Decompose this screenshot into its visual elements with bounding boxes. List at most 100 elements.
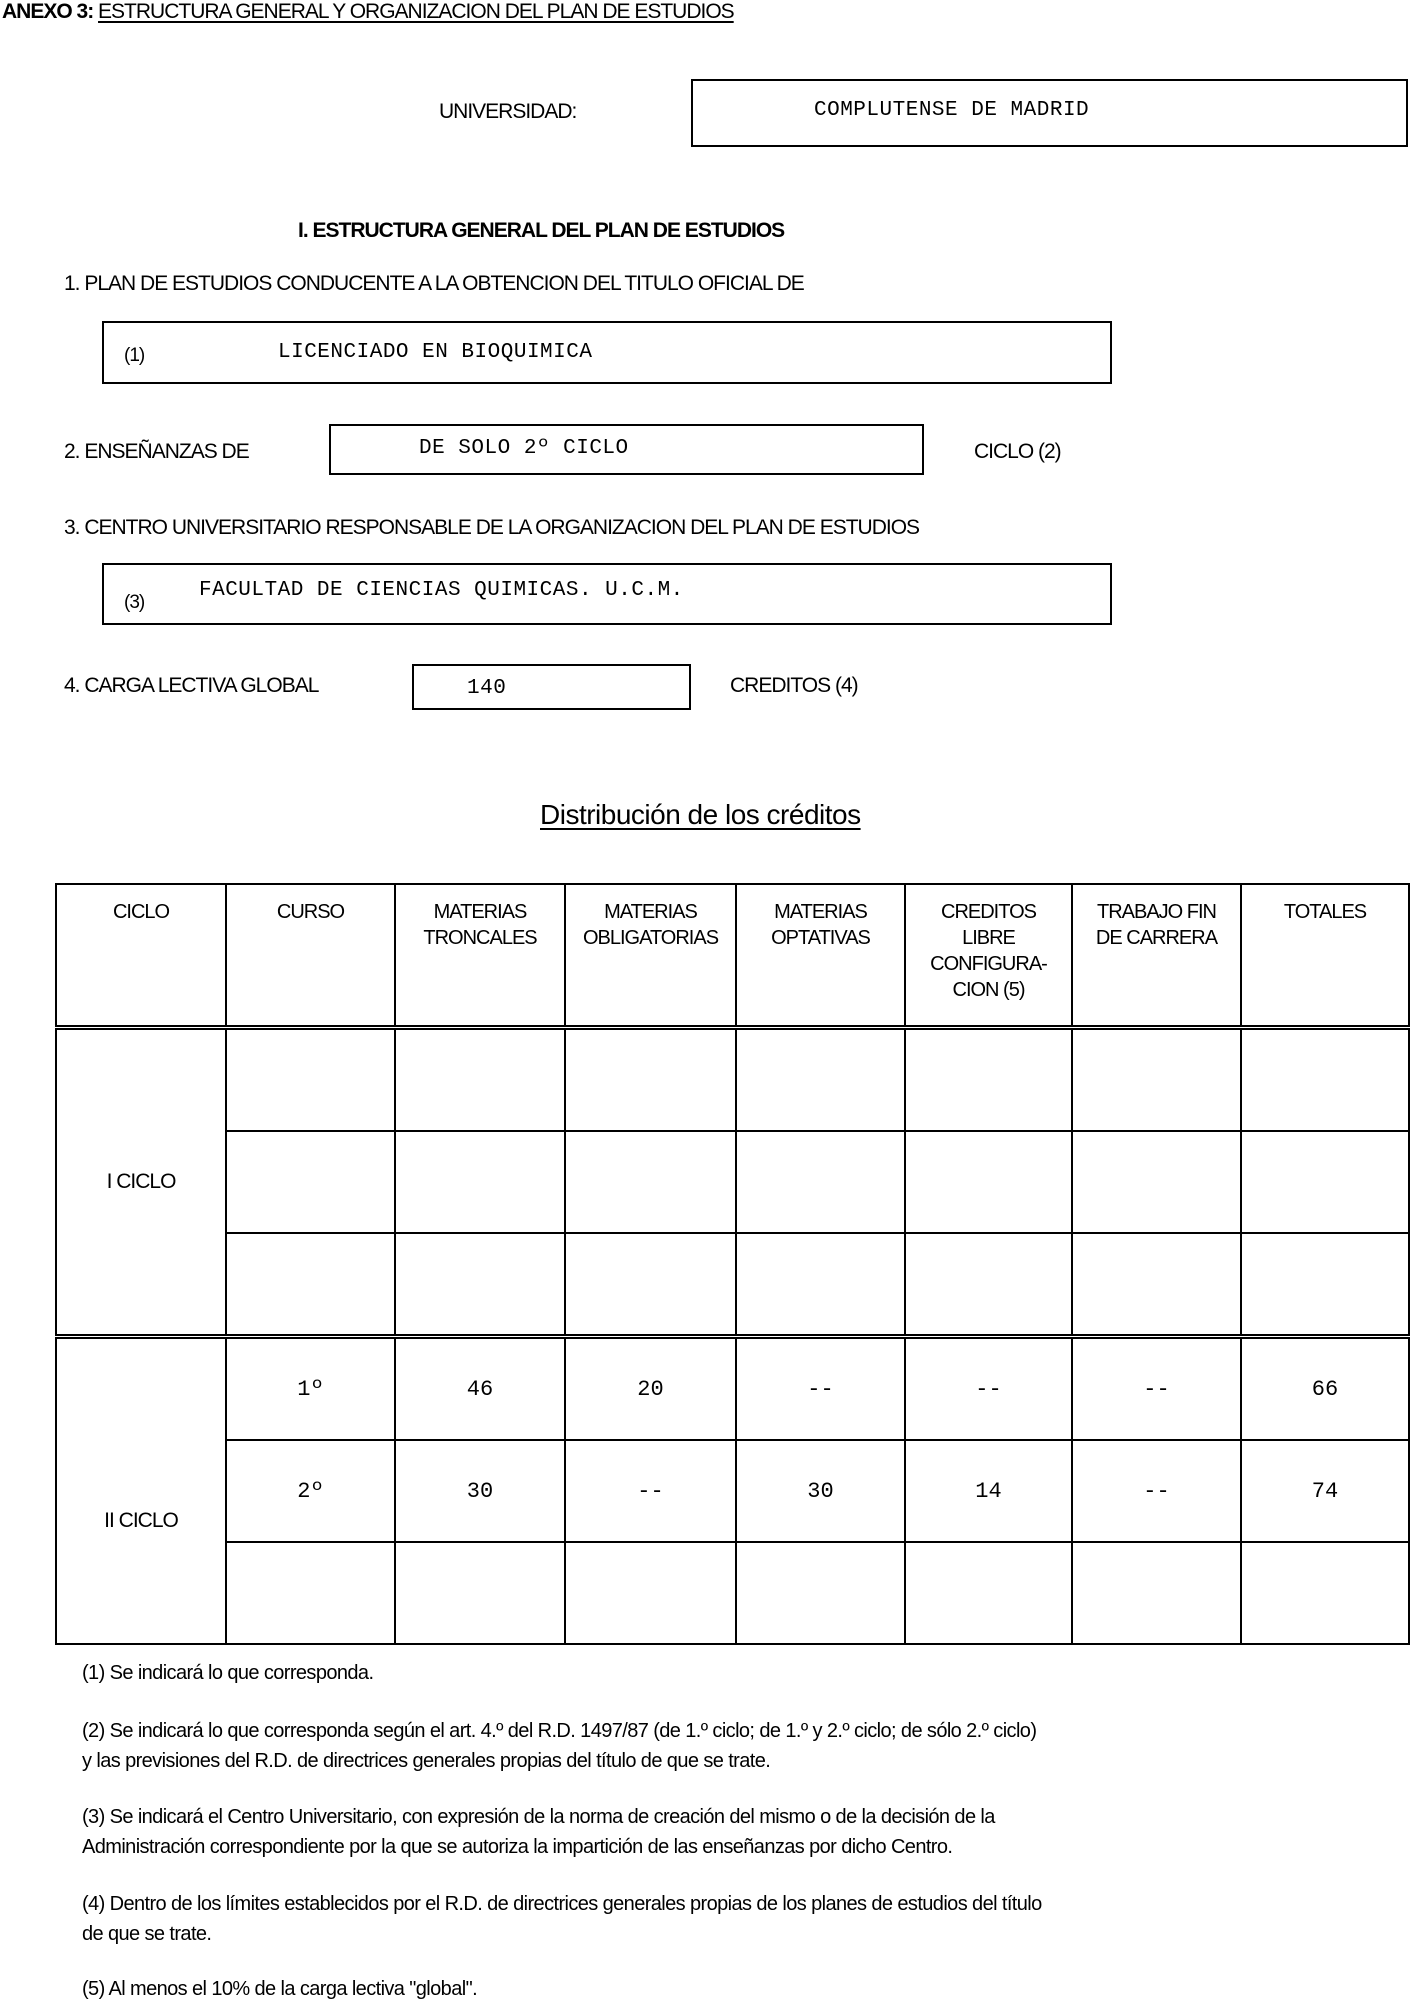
table-row: 2º 30 -- 30 14 -- 74 — [56, 1439, 1410, 1543]
table-row: I CICLO — [55, 1025, 1410, 1338]
teaching-value: DE SOLO 2º CICLO — [419, 437, 629, 460]
table-cell: -- — [904, 1334, 1073, 1441]
table-cell — [394, 1232, 566, 1338]
table-row: II CICLO 1º 46 20 -- -- -- 66 — [55, 1334, 1410, 1645]
column-header-line: MATERIAS — [604, 901, 698, 923]
table-cell: -- — [1071, 1334, 1242, 1441]
table-cell: 14 — [904, 1439, 1073, 1543]
table-cell — [1071, 1541, 1242, 1645]
table-cell: 46 — [394, 1334, 566, 1441]
table-cell: -- — [1071, 1439, 1242, 1543]
table-cell — [1240, 1130, 1410, 1234]
table-row — [56, 1541, 1410, 1645]
item3-label: 3. CENTRO UNIVERSITARIO RESPONSABLE DE L… — [64, 516, 920, 539]
table-cell — [394, 1130, 566, 1234]
table-cell: 66 — [1240, 1334, 1410, 1441]
credits-distribution-table: CICLO CURSO MATERIAS TRONCALES MATERIAS OBLIG… — [55, 883, 1410, 1645]
university-field: COMPLUTENSE DE MADRID — [691, 79, 1408, 147]
degree-field: (1) LICENCIADO EN BIOQUIMICA — [102, 321, 1112, 384]
column-header-line: CION (5) — [952, 979, 1026, 1001]
item3-note: (3) — [124, 592, 145, 613]
column-header-line: TOTALES — [1283, 901, 1367, 923]
item1-label: 1. PLAN DE ESTUDIOS CONDUCENTE A LA OBTE… — [64, 272, 805, 295]
column-header-line: OBLIGATORIAS — [582, 927, 719, 949]
column-header-line: LIBRE — [962, 927, 1016, 949]
table-cell — [1071, 1025, 1242, 1132]
column-header: CICLO — [55, 883, 227, 1029]
column-header-line: DE CARRERA — [1095, 927, 1218, 949]
footnote-line: (4) Dentro de los límites establecidos p… — [82, 1893, 1042, 1915]
table-row — [56, 1232, 1410, 1338]
item2-label: 2. ENSEÑANZAS DE — [64, 440, 250, 463]
item4-suffix: CREDITOS (4) — [730, 674, 859, 697]
footnote-line: (2) Se indicará lo que corresponda según… — [82, 1720, 1037, 1742]
table-cell — [735, 1232, 906, 1338]
column-header-line: CURSO — [276, 901, 345, 923]
section-title: I. ESTRUCTURA GENERAL DEL PLAN DE ESTUDI… — [298, 219, 785, 242]
table-cell: 74 — [1240, 1439, 1410, 1543]
table-cell — [225, 1541, 396, 1645]
footnote-line: de que se trate. — [82, 1923, 212, 1945]
table-cell: 30 — [735, 1439, 906, 1543]
table-cell — [735, 1025, 906, 1132]
column-header: MATERIAS OPTATIVAS — [735, 883, 906, 1029]
table-cell — [735, 1130, 906, 1234]
table-cell — [904, 1025, 1073, 1132]
table-cell: 30 — [394, 1439, 566, 1543]
annex-title: ANEXO 3: ESTRUCTURA GENERAL Y ORGANIZACI… — [2, 0, 735, 24]
footnote: (4) Dentro de los límites establecidos p… — [82, 1889, 1042, 1949]
table-cell — [564, 1232, 737, 1338]
cycle-label: I CICLO — [55, 1025, 227, 1338]
table-row — [56, 1130, 1410, 1234]
table-cell — [225, 1025, 396, 1132]
annex-heading: ESTRUCTURA GENERAL Y ORGANIZACION DEL PL… — [98, 0, 735, 23]
university-label: UNIVERSIDAD: — [439, 100, 577, 123]
footnote-line: (5) Al menos el 10% de la carga lectiva … — [82, 1978, 478, 2000]
footnote-line: (3) Se indicará el Centro Universitario,… — [82, 1806, 995, 1828]
column-header-line: TRABAJO FIN — [1096, 901, 1217, 923]
table-cell — [225, 1232, 396, 1338]
table-cell: 20 — [564, 1334, 737, 1441]
column-header-line: CONFIGURA- — [930, 953, 1048, 975]
table-cell — [564, 1541, 737, 1645]
credits-value: 140 — [467, 677, 507, 700]
footnote: (1) Se indicará lo que corresponda. — [82, 1658, 374, 1688]
item2-suffix: CICLO (2) — [974, 440, 1062, 463]
table-cell: -- — [735, 1334, 906, 1441]
table-cell — [394, 1025, 566, 1132]
table-cell — [735, 1541, 906, 1645]
column-header-line: OPTATIVAS — [771, 927, 871, 949]
column-header-line: CICLO — [112, 901, 170, 923]
table-cell — [564, 1130, 737, 1234]
footnote-line: (1) Se indicará lo que corresponda. — [82, 1662, 374, 1684]
column-header-line: TRONCALES — [423, 927, 537, 949]
footnote-line: Administración correspondiente por la qu… — [82, 1836, 953, 1858]
center-field: (3) FACULTAD DE CIENCIAS QUIMICAS. U.C.M… — [102, 563, 1112, 625]
column-header-line: MATERIAS — [433, 901, 528, 923]
teaching-field: DE SOLO 2º CICLO — [329, 424, 924, 475]
table-cell — [1071, 1232, 1242, 1338]
footnote: (3) Se indicará el Centro Universitario,… — [82, 1802, 995, 1862]
credits-field: 140 — [412, 664, 691, 710]
column-header-line: MATERIAS — [774, 901, 868, 923]
distribution-title: Distribución de los créditos — [540, 799, 861, 830]
item4-label: 4. CARGA LECTIVA GLOBAL — [64, 674, 319, 697]
table-cell — [1240, 1541, 1410, 1645]
table-cell — [904, 1130, 1073, 1234]
table-cell — [394, 1541, 566, 1645]
column-header: TOTALES — [1240, 883, 1410, 1029]
table-cell — [1240, 1025, 1410, 1132]
table-header-row: CICLO CURSO MATERIAS TRONCALES MATERIAS OBLIG… — [55, 883, 1410, 1029]
column-header: MATERIAS TRONCALES — [394, 883, 566, 1029]
column-header-line: CREDITOS — [941, 901, 1037, 923]
annex-label: ANEXO 3: — [2, 0, 94, 23]
cycle-label: II CICLO — [55, 1334, 227, 1645]
degree-value: LICENCIADO EN BIOQUIMICA — [278, 341, 593, 364]
footnote: (5) Al menos el 10% de la carga lectiva … — [82, 1974, 478, 2004]
footnote: (2) Se indicará lo que corresponda según… — [82, 1716, 1037, 1776]
center-value: FACULTAD DE CIENCIAS QUIMICAS. U.C.M. — [199, 579, 684, 602]
table-cell — [904, 1541, 1073, 1645]
table-cell — [564, 1025, 737, 1132]
table-cell: 1º — [225, 1334, 396, 1441]
university-value: COMPLUTENSE DE MADRID — [814, 99, 1090, 122]
